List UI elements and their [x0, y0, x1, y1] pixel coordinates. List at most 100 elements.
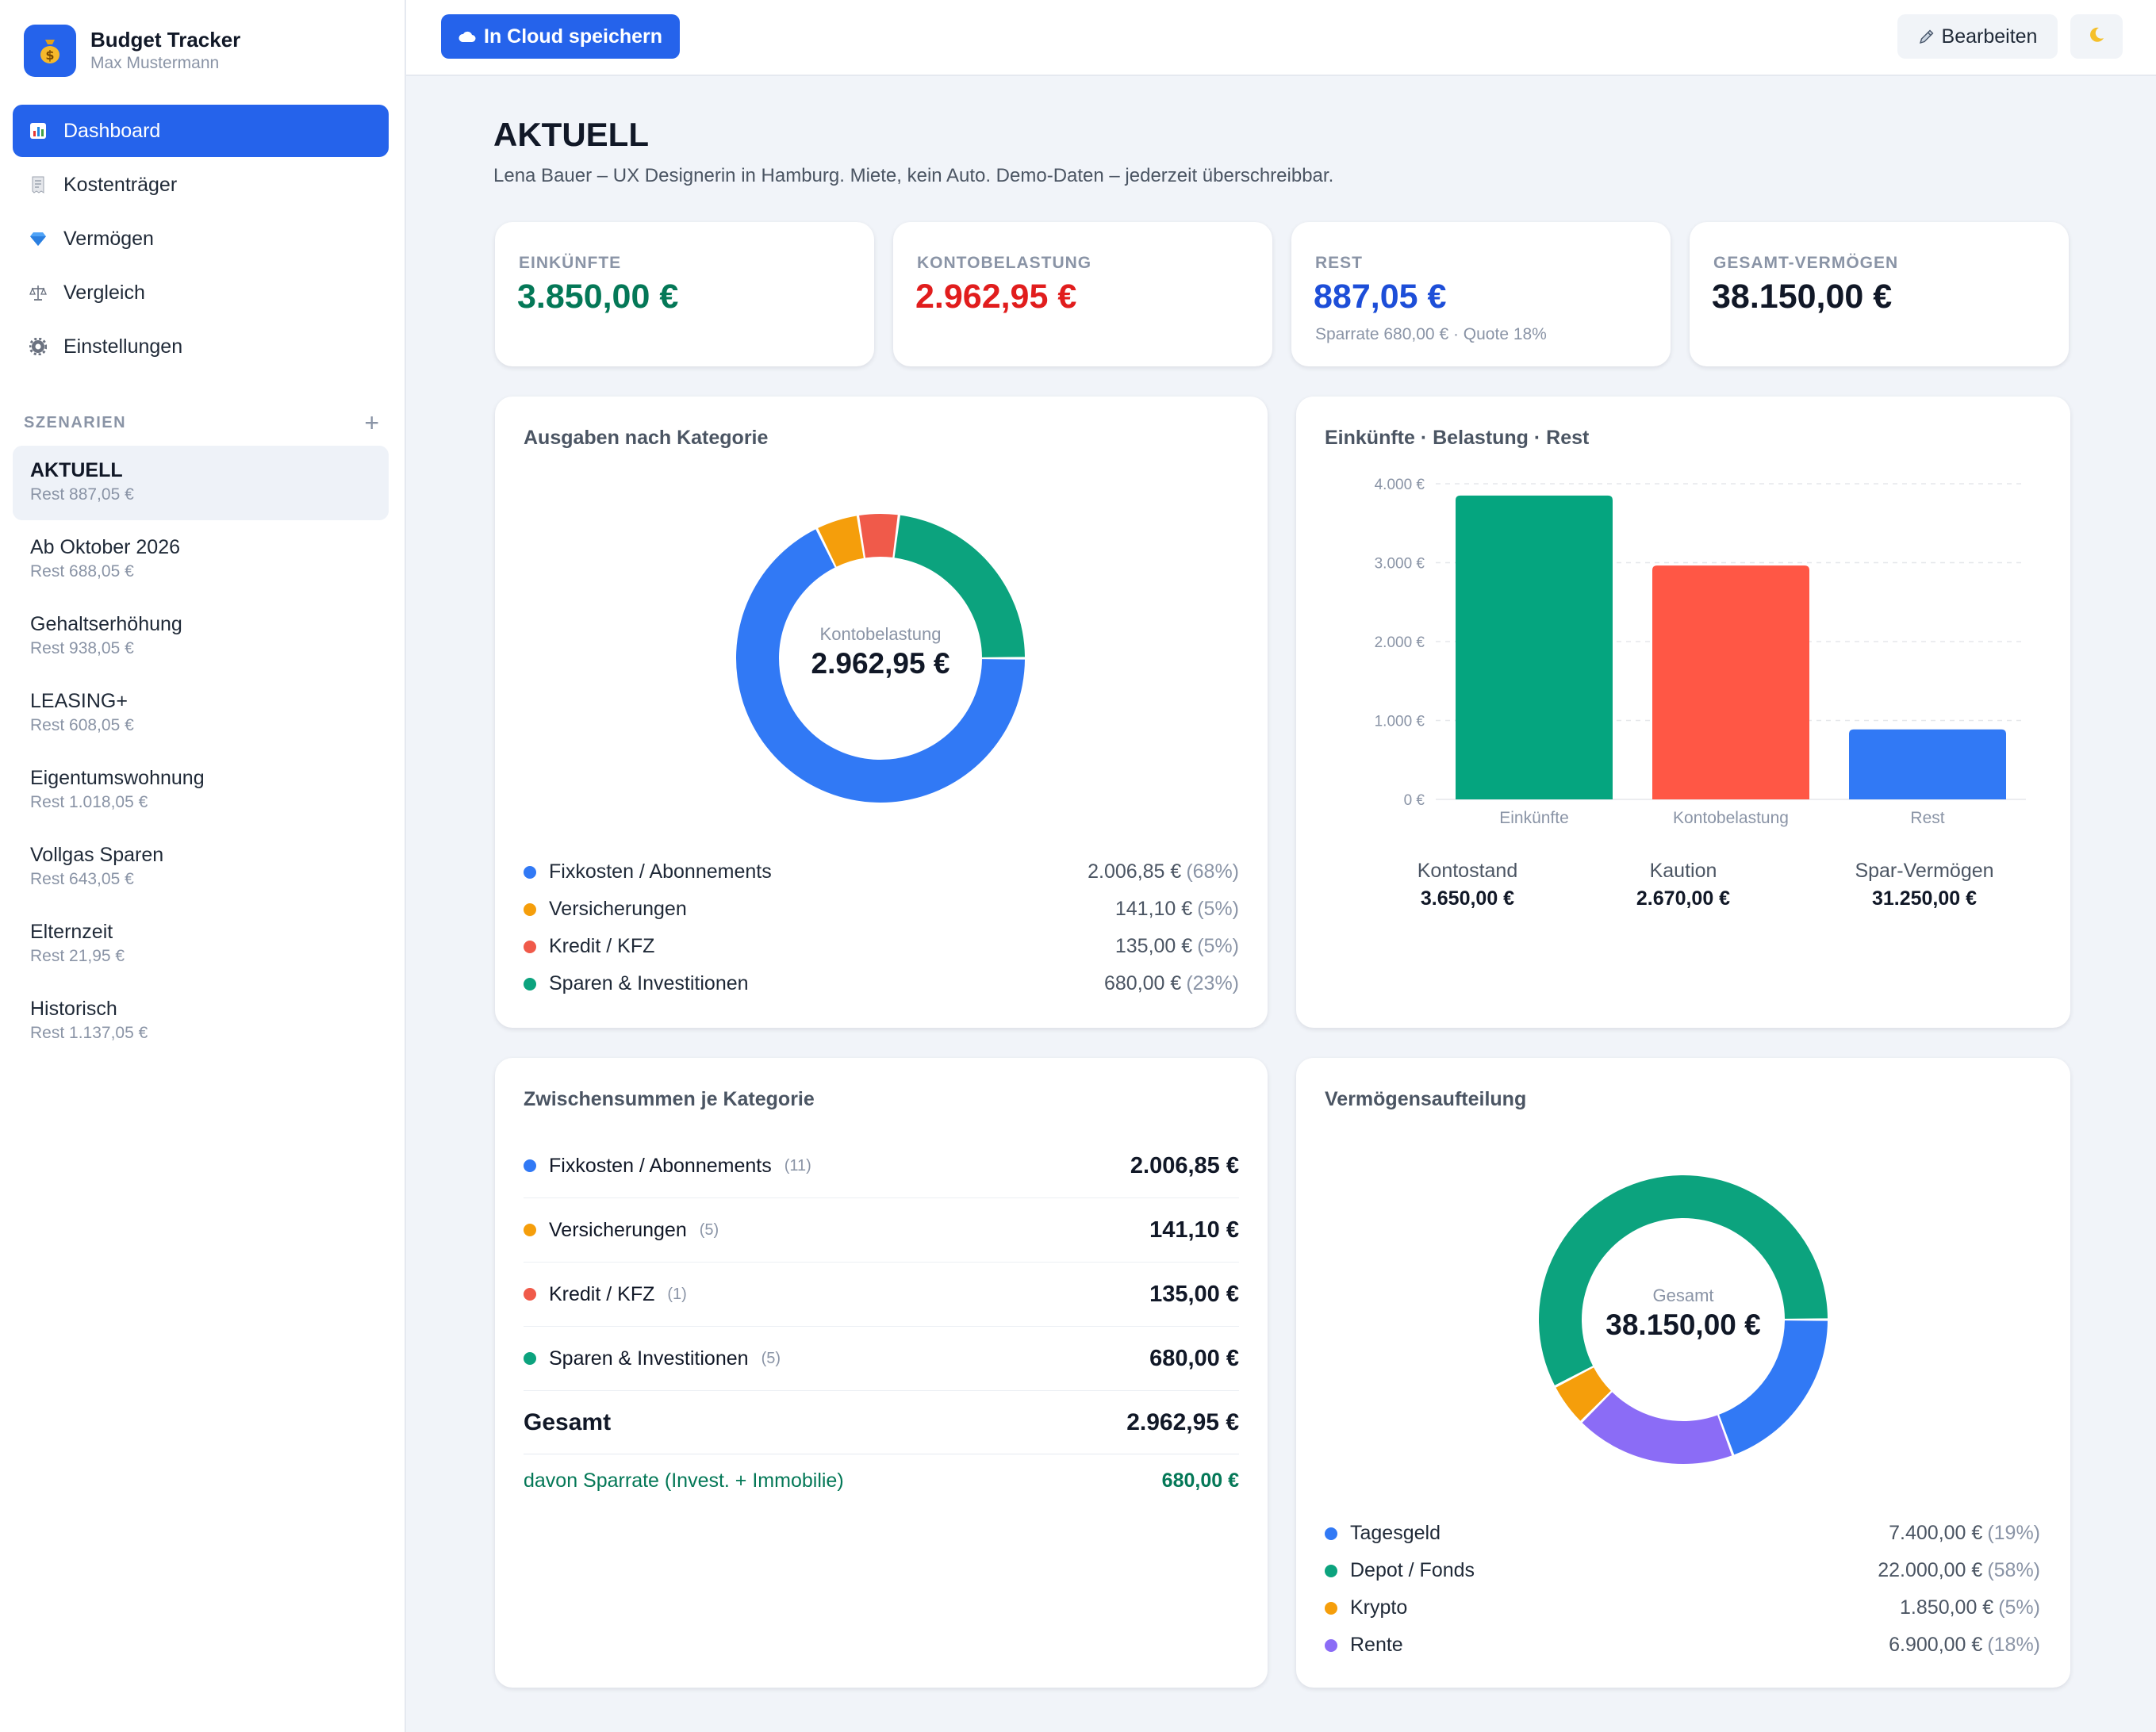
donut-center-label: Kontobelastung [819, 624, 942, 644]
bar-einkünfte[interactable] [1456, 495, 1613, 799]
legend-dot [524, 865, 536, 879]
svg-text:$: $ [45, 48, 54, 63]
scenario-item[interactable]: Gehaltserhöhung Rest 938,05 € [13, 600, 389, 674]
category-count: (5) [699, 1220, 719, 1239]
nav-item-vermoegen[interactable]: Vermögen [13, 213, 389, 265]
nav-item-kostentraeger[interactable]: Kostenträger [13, 159, 389, 211]
kpi-label: REST [1315, 254, 1364, 272]
scenario-item[interactable]: LEASING+ Rest 608,05 € [13, 676, 389, 751]
scenario-name: Historisch [30, 998, 117, 1020]
stat-spar-vermoegen: Spar-Vermögen 31.250,00 € [1829, 856, 2020, 912]
legend-value: 6.900,00 € [1889, 1634, 1983, 1656]
subtotal-row: Fixkosten / Abonnements (11) 2.006,85 € [524, 1134, 1239, 1198]
category-name: Kredit / KFZ [549, 1282, 655, 1305]
scenario-item[interactable]: Vollgas Sparen Rest 643,05 € [13, 830, 389, 905]
scenario-item[interactable]: AKTUELL Rest 887,05 € [13, 446, 389, 520]
donut-segment-depot-fonds[interactable] [1539, 1175, 1828, 1385]
kpi-card-assets: GESAMT-VERMÖGEN 38.150,00 € [1690, 222, 2069, 366]
legend-dot [524, 977, 536, 991]
donut-segment-versicherungen[interactable] [818, 515, 864, 567]
nav-item-einstellungen[interactable]: Einstellungen [13, 320, 389, 373]
saving-value: 680,00 € [1161, 1469, 1239, 1492]
kpi-label: GESAMT-VERMÖGEN [1713, 254, 1899, 272]
bar-kontobelastung[interactable] [1652, 565, 1809, 799]
stat-label: Kaution [1649, 860, 1717, 882]
brand[interactable]: $ Budget Tracker Max Mustermann [24, 24, 240, 78]
donut-segment-fixkosten-abonnements[interactable] [736, 529, 1025, 803]
legend-value: 141,10 € [1114, 898, 1193, 920]
scenario-rest: Rest 938,05 € [30, 639, 134, 657]
user-name: Max Mustermann [90, 54, 220, 72]
scenario-rest: Rest 887,05 € [30, 485, 134, 504]
legend-name: Krypto [1350, 1596, 1408, 1619]
scenario-rest: Rest 608,05 € [30, 716, 134, 734]
donut-segment-sparen-investitionen[interactable] [894, 515, 1025, 657]
pencil-icon [1918, 28, 1935, 45]
bar-rest[interactable] [1849, 729, 2006, 799]
category-count: (1) [667, 1285, 687, 1303]
edit-button[interactable]: Bearbeiten [1897, 14, 2058, 59]
scenario-rest: Rest 21,95 € [30, 947, 125, 965]
top-bar: In Cloud speichern Bearbeiten [406, 0, 2156, 76]
y-tick-label: 2.000 € [1375, 634, 1425, 651]
legend-dot [1325, 1527, 1337, 1540]
scenario-rest: Rest 688,05 € [30, 562, 134, 581]
nav-item-dashboard[interactable]: Dashboard [13, 105, 389, 157]
donut-segment-kredit-kfz[interactable] [859, 514, 898, 558]
total-value: 2.962,95 € [1126, 1408, 1239, 1435]
add-scenario-button[interactable]: + [364, 408, 379, 437]
kpi-card-rest: REST 887,05 € Sparrate 680,00 € · Quote … [1291, 222, 1671, 366]
nav-item-vergleich[interactable]: Vergleich [13, 266, 389, 319]
stat-value: 31.250,00 € [1871, 887, 1978, 910]
legend-value: 1.850,00 € [1900, 1596, 1994, 1619]
subtotal-row: Sparen & Investitionen (5) 680,00 € [524, 1327, 1239, 1391]
scenario-name: Gehaltserhöhung [30, 613, 182, 635]
asset-allocation-card: Vermögensaufteilung Gesamt 38.150,00 € T… [1296, 1058, 2070, 1688]
kpi-card-debit: KONTOBELASTUNG 2.962,95 € [893, 222, 1272, 366]
main-nav: Dashboard Kostenträger Vermögen Vergleic… [13, 105, 389, 374]
category-name: Sparen & Investitionen [549, 1347, 749, 1370]
stat-value: 3.650,00 € [1420, 887, 1515, 910]
scenario-rest: Rest 1.137,05 € [30, 1024, 148, 1042]
legend-dot [524, 902, 536, 916]
donut-segment-rente[interactable] [1582, 1392, 1732, 1464]
scale-icon [29, 283, 48, 302]
card-title: Zwischensummen je Kategorie [524, 1088, 815, 1110]
y-tick-label: 3.000 € [1375, 556, 1425, 573]
stat-label: Spar-Vermögen [1855, 860, 1994, 882]
app-title: Budget Tracker [90, 28, 241, 52]
x-tick-label: Einkünfte [1499, 809, 1569, 827]
dark-mode-toggle[interactable] [2070, 14, 2123, 59]
scenario-item[interactable]: Ab Oktober 2026 Rest 688,05 € [13, 523, 389, 597]
y-tick-label: 0 € [1404, 792, 1425, 809]
scenario-item[interactable]: Historisch Rest 1.137,05 € [13, 984, 389, 1059]
legend-name: Rente [1350, 1634, 1403, 1656]
x-tick-label: Kontobelastung [1673, 809, 1789, 827]
save-to-cloud-button[interactable]: In Cloud speichern [441, 14, 681, 59]
kpi-value: 38.150,00 € [1712, 278, 1893, 316]
subtotals-list: Fixkosten / Abonnements (11) 2.006,85 € … [524, 1134, 1239, 1507]
legend-value: 680,00 € [1103, 972, 1182, 994]
expenses-by-category-card: Ausgaben nach Kategorie Kontobelastung 2… [495, 397, 1268, 1028]
category-dot [524, 1288, 536, 1301]
scenario-name: AKTUELL [30, 459, 123, 481]
legend-percent: (5%) [1197, 935, 1239, 957]
category-name: Versicherungen [549, 1218, 687, 1241]
legend-name: Sparen & Investitionen [549, 972, 749, 994]
scenario-name: Ab Oktober 2026 [30, 536, 181, 558]
donut-segment-krypto[interactable] [1556, 1367, 1611, 1421]
saving-label: davon Sparrate (Invest. + Immobilie) [524, 1469, 844, 1492]
scenario-item[interactable]: Eigentumswohnung Rest 1.018,05 € [13, 753, 389, 828]
stat-kontostand: Kontostand 3.650,00 € [1372, 856, 1563, 912]
expenses-donut-chart [736, 514, 1025, 803]
stat-value: 2.670,00 € [1636, 887, 1731, 910]
nav-label: Vermögen [63, 227, 154, 250]
assets-legend: Tagesgeld 7.400,00 € (19%) Depot / Fonds… [1325, 1515, 2040, 1664]
donut-segment-tagesgeld[interactable] [1719, 1320, 1828, 1455]
scenario-item[interactable]: Elternzeit Rest 21,95 € [13, 907, 389, 982]
kpi-value: 3.850,00 € [517, 278, 679, 316]
account-stats: Kontostand 3.650,00 € Kaution 2.670,00 €… [1296, 856, 2070, 920]
category-name: Fixkosten / Abonnements [549, 1154, 772, 1177]
scenario-rest: Rest 643,05 € [30, 870, 134, 888]
category-subtotal: 141,10 € [1149, 1217, 1239, 1243]
